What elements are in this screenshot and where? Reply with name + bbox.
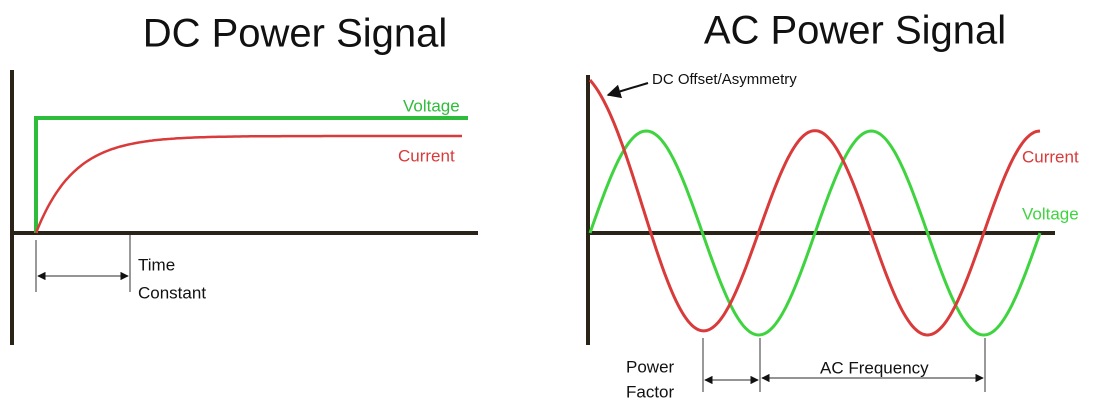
dc-voltage-line: [34, 116, 468, 233]
frequency-label: AC Frequency: [820, 358, 929, 377]
ac-current-label: Current: [1022, 147, 1079, 166]
time-label: Time: [138, 255, 175, 274]
dc-current-line: [34, 134, 462, 234]
ac-voltage-wave: [588, 129, 1042, 337]
dc-current-label: Current: [398, 146, 455, 165]
dc-voltage-label: Voltage: [403, 96, 460, 115]
offset-arrow: [606, 82, 649, 99]
dc-title: DC Power Signal: [143, 12, 448, 56]
offset-label: DC Offset/Asymmetry: [652, 71, 797, 88]
constant-label: Constant: [138, 283, 206, 302]
power-label: Power: [626, 357, 675, 376]
ac-title: AC Power Signal: [704, 9, 1006, 53]
factor-label: Factor: [626, 382, 675, 401]
ac-voltage-label: Voltage: [1022, 204, 1079, 223]
ac-current-wave: [588, 79, 1041, 337]
